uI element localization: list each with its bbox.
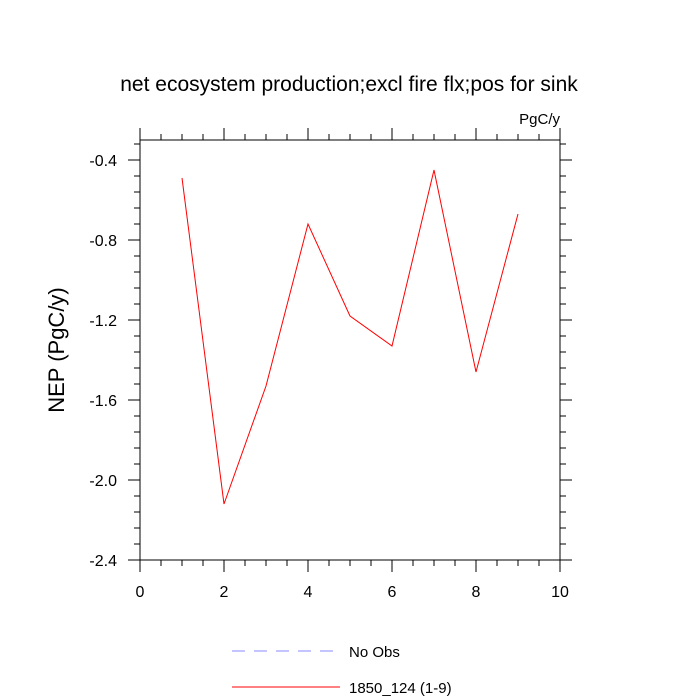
units-label: PgC/y <box>519 111 560 128</box>
series-layer <box>181 169 519 505</box>
x-tick-label: 4 <box>304 584 313 601</box>
plot-frame <box>139 139 561 561</box>
legend-label: No Obs <box>349 644 400 661</box>
y-tick-label: -1.6 <box>89 393 117 410</box>
chart-title: net ecosystem production;excl fire flx;p… <box>120 73 578 96</box>
x-tick-label: 0 <box>136 584 145 601</box>
x-tick-label: 10 <box>551 584 569 601</box>
x-tick-label: 6 <box>388 584 397 601</box>
y-tick-label: -0.4 <box>89 153 117 170</box>
y-tick-label: -2.0 <box>89 473 117 490</box>
x-tick-label: 8 <box>472 584 481 601</box>
x-tick-label: 2 <box>220 584 229 601</box>
legend-label: 1850_124 (1-9) <box>349 680 452 697</box>
series-line <box>181 169 519 505</box>
y-tick-label: -0.8 <box>89 233 117 250</box>
y-tick-label: -2.4 <box>89 553 117 570</box>
legend: No Obs 1850_124 (1-9) <box>232 644 452 697</box>
y-tick-label: -1.2 <box>89 313 117 330</box>
y-axis-label: NEP (PgC/y) <box>44 287 69 413</box>
axis-ticks: 0 2 4 6 8 10 -2.4 -2.0 -1.6 -1.2 -0.8 -0.4 <box>89 128 572 601</box>
